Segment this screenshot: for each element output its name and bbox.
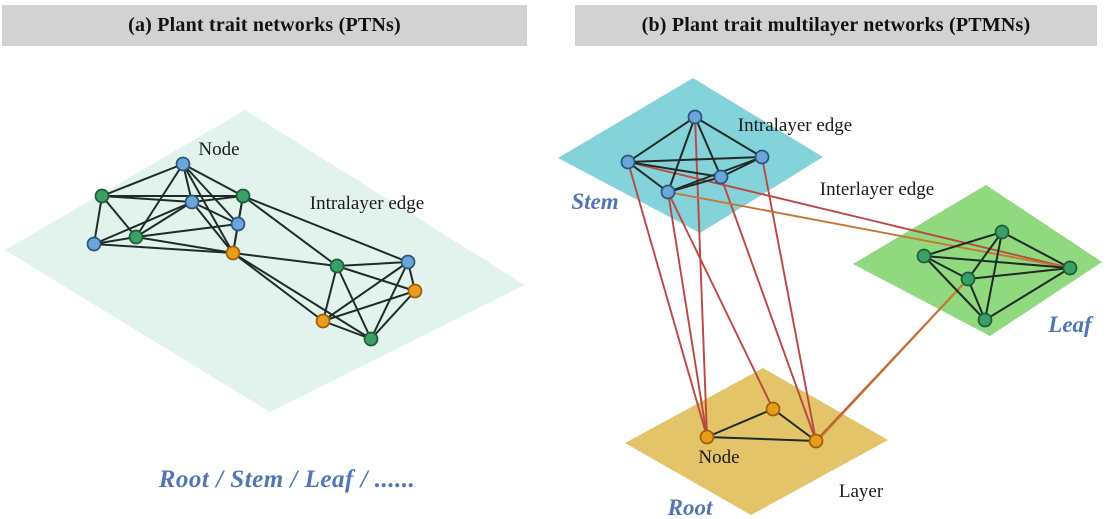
ptn-plane bbox=[5, 110, 525, 412]
network-node-a3 bbox=[184, 194, 200, 210]
intralayer-edge bbox=[191, 201, 239, 225]
network-node-b2 bbox=[400, 254, 416, 270]
intralayer-edge bbox=[182, 163, 239, 225]
intralayer-edge bbox=[182, 163, 234, 254]
root-layer bbox=[625, 368, 888, 515]
b-intralayer-label: Intralayer edge bbox=[737, 115, 853, 136]
intralayer-edge bbox=[967, 278, 986, 321]
network-node-a6 bbox=[128, 229, 144, 245]
intralayer-edge bbox=[1001, 231, 1071, 269]
stem-layer bbox=[558, 78, 823, 233]
intralayer-edge bbox=[135, 236, 234, 254]
b-root-label: Root bbox=[667, 495, 713, 519]
intralayer-edge bbox=[336, 265, 372, 340]
intralayer-edge bbox=[242, 195, 409, 263]
intralayer-edge bbox=[232, 252, 338, 267]
intralayer-edge bbox=[967, 267, 1071, 280]
a-intralayer-label: Intralayer edge bbox=[309, 193, 425, 214]
panel-b-header: (b) Plant trait multilayer networks (PTM… bbox=[575, 5, 1097, 46]
b-stem-label: Stem bbox=[571, 189, 619, 214]
intralayer-edge bbox=[967, 231, 1003, 280]
intralayer-edge bbox=[101, 163, 184, 197]
intralayer-edge bbox=[923, 231, 1003, 257]
intralayer-edge bbox=[191, 195, 244, 203]
network-node-b1 bbox=[329, 258, 345, 274]
network-node-a5 bbox=[230, 216, 246, 232]
intralayer-edge bbox=[694, 116, 763, 158]
interlayer-edge bbox=[667, 191, 708, 438]
intralayer-edge bbox=[923, 255, 986, 321]
intralayer-edge bbox=[93, 195, 103, 245]
intralayer-edge bbox=[627, 116, 696, 163]
intralayer-edge bbox=[923, 255, 969, 280]
interlayer-edge bbox=[694, 116, 708, 438]
b-layer-label: Layer bbox=[838, 481, 884, 502]
network-node-r2 bbox=[699, 429, 715, 445]
network-node-a7 bbox=[86, 236, 102, 252]
intralayer-edge bbox=[706, 436, 817, 442]
intralayer-edge bbox=[627, 161, 669, 193]
intralayer-edge bbox=[242, 195, 338, 267]
network-node-l1 bbox=[994, 224, 1010, 240]
intralayer-edge bbox=[694, 116, 722, 178]
intralayer-edge bbox=[627, 161, 722, 178]
intralayer-edge bbox=[772, 408, 817, 442]
intralayer-edge bbox=[101, 195, 137, 238]
interlayer-edge bbox=[667, 191, 774, 410]
intralayer-edge bbox=[984, 267, 1071, 321]
interlayer-edge bbox=[667, 191, 1071, 269]
network-node-a2 bbox=[94, 188, 110, 204]
network-node-b3 bbox=[407, 283, 423, 299]
b-leaf-label: Leaf bbox=[1048, 312, 1092, 337]
intralayer-edge bbox=[322, 265, 338, 322]
network-node-s1 bbox=[687, 109, 703, 125]
interlayer-edge bbox=[720, 176, 817, 442]
intralayer-edge bbox=[93, 201, 193, 245]
b-node-label: Node bbox=[698, 447, 740, 468]
intralayer-edge bbox=[370, 261, 409, 340]
network-node-l4 bbox=[960, 271, 976, 287]
intralayer-edge bbox=[336, 265, 416, 292]
b-interlayer-label: Interlayer edge bbox=[819, 179, 935, 200]
network-node-l5 bbox=[977, 312, 993, 328]
intralayer-edge bbox=[667, 176, 722, 193]
network-node-b5 bbox=[363, 331, 379, 347]
intralayer-edge bbox=[93, 243, 234, 254]
intralayer-edge bbox=[182, 163, 244, 197]
intralayer-edge bbox=[322, 261, 409, 322]
network-node-r1 bbox=[765, 401, 781, 417]
intralayer-edge bbox=[923, 255, 1071, 269]
network-node-r3 bbox=[808, 433, 824, 449]
interlayer-edge bbox=[819, 278, 969, 439]
network-node-l2 bbox=[916, 248, 932, 264]
intralayer-edge bbox=[322, 290, 416, 322]
network-node-s5 bbox=[660, 184, 676, 200]
network-node-a8 bbox=[225, 245, 241, 261]
intralayer-edge bbox=[232, 252, 324, 322]
network-node-s3 bbox=[754, 149, 770, 165]
intralayer-edge bbox=[135, 223, 239, 238]
intralayer-edge bbox=[232, 252, 372, 340]
a-caption: Root / Stem / Leaf / ...... bbox=[158, 466, 416, 493]
network-node-b4 bbox=[315, 313, 331, 329]
network-node-s2 bbox=[620, 154, 636, 170]
panel-a-header: (a) Plant trait networks (PTNs) bbox=[2, 5, 527, 46]
intralayer-edge bbox=[667, 116, 696, 193]
network-node-s4 bbox=[713, 169, 729, 185]
intralayer-edge bbox=[706, 408, 774, 438]
interlayer-edge bbox=[761, 156, 817, 442]
network-node-a4 bbox=[235, 188, 251, 204]
network-node-a1 bbox=[175, 156, 191, 172]
intralayer-edge bbox=[370, 290, 416, 340]
intralayer-edge bbox=[322, 320, 372, 340]
a-node-label: Node bbox=[198, 139, 240, 160]
network-node-l3 bbox=[1062, 260, 1078, 276]
intralayer-edge bbox=[627, 156, 763, 163]
intralayer-edge bbox=[336, 261, 409, 267]
intralayer-edge bbox=[135, 201, 193, 238]
interlayer-edge bbox=[627, 161, 708, 438]
